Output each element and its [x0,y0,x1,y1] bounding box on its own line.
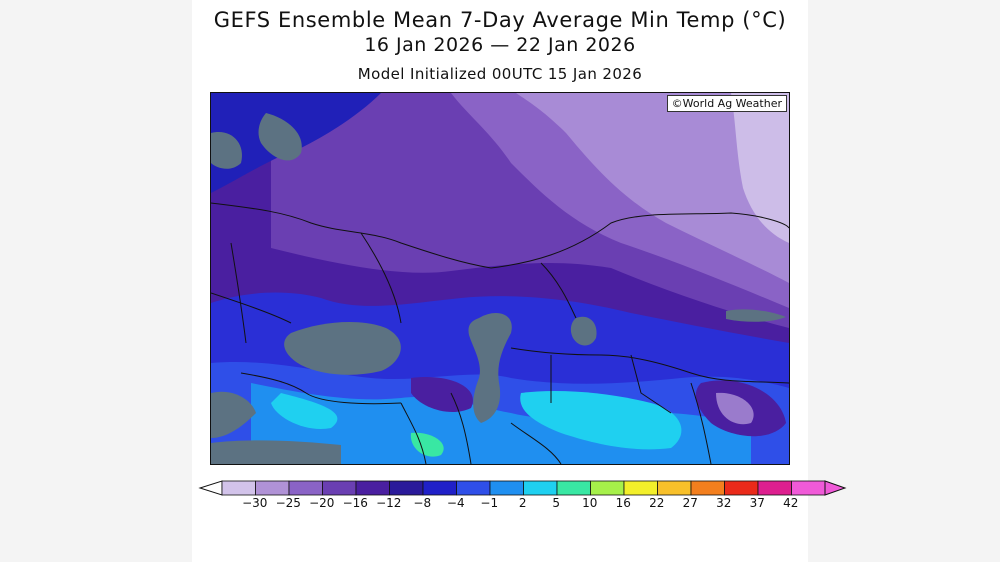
region-light-violet [516,93,789,283]
legend-tick-label: −12 [376,496,402,510]
legend-tick-label: −30 [242,496,268,510]
legend-tick-label: −1 [480,496,499,510]
legend-tick-label: 5 [552,496,561,510]
border-line [211,292,292,324]
legend-tick-label: −4 [446,496,465,510]
border-line [230,242,247,344]
border-line [360,232,402,324]
legend-tick-label: 37 [749,496,765,510]
legend-tick-label: 22 [649,496,665,510]
border-line [540,262,577,319]
legend-tick-label: 10 [582,496,598,510]
lake-balkhash [726,309,786,322]
north-sea [211,132,242,169]
caucasus-cold [411,377,473,413]
border-line [690,382,712,464]
temperature-map: ©World Ag Weather [210,92,790,465]
model-init-label: Model Initialized 00UTC 15 Jan 2026 [357,65,643,83]
legend-tick-label: 42 [783,496,799,510]
border-line [490,212,789,269]
legend-tick-label: 16 [615,496,631,510]
borders [211,202,789,464]
border-line [630,354,672,414]
date-range: 16 Jan 2026 — 22 Jan 2026 [364,34,636,56]
mediterranean-sea [211,440,341,464]
border-line [400,402,427,464]
legend-tick-label: −25 [275,496,301,510]
region-cyan-central-asia [520,391,682,450]
border-line [510,347,789,384]
legend-tick-label: −20 [309,496,335,510]
map-title: GEFS Ensemble Mean 7-Day Average Min Tem… [213,8,787,32]
legend-tick-label: −16 [342,496,368,510]
baltic-sea [258,113,302,161]
border-line [240,372,402,405]
legend-tick-label: −8 [413,496,432,510]
region-lavender [731,93,789,243]
border-line [510,422,562,464]
legend-arrow-high [824,480,847,496]
pamir-coldest [716,392,754,425]
border-line [211,202,492,269]
border-line [450,392,472,464]
legend-tick-label: 2 [518,496,527,510]
black-sea [284,321,401,375]
region-cyan-anatolia [271,393,338,429]
map-canvas [211,93,789,464]
aegean-sea [211,391,256,438]
legend-tick-label: 27 [682,496,698,510]
aral-sea [570,316,597,346]
caspian-sea [468,313,512,423]
legend-tick-label: 32 [716,496,732,510]
credit-label: ©World Ag Weather [666,95,787,112]
